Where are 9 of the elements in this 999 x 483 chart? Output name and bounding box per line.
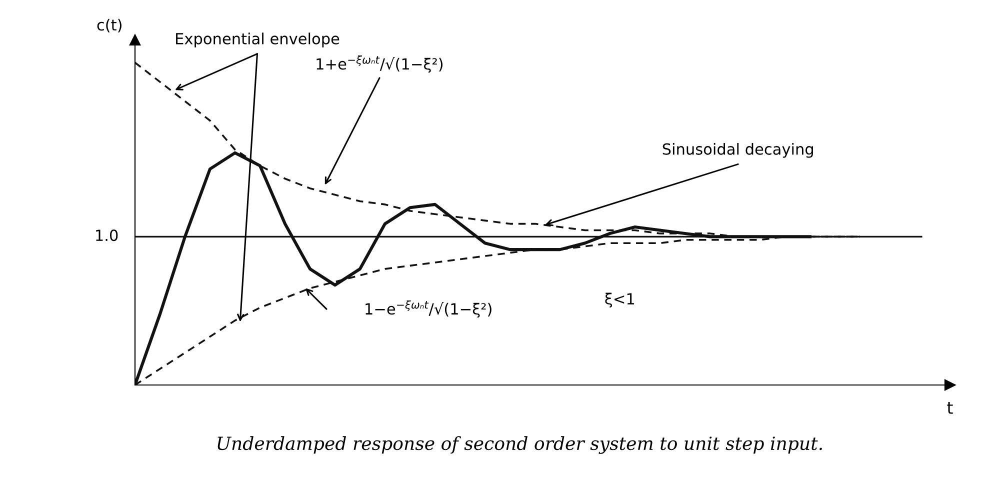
annotation: ξ<1 — [605, 292, 634, 308]
annotation: 1−e$^{−ξωₙt}$/√(1−ξ²) — [366, 300, 492, 318]
annotation: 1+e$^{−ξωₙt}$/√(1−ξ²) — [316, 56, 443, 73]
x-axis-title: t — [947, 402, 953, 414]
annotation: Sinusoidal decaying — [662, 143, 813, 158]
y-axis-title: c(t) — [97, 18, 122, 32]
text: Underdamped response of second order system to unit step input. — [218, 436, 822, 454]
text: Exponential envelope — [176, 32, 340, 48]
text: 1.0 — [96, 230, 118, 242]
